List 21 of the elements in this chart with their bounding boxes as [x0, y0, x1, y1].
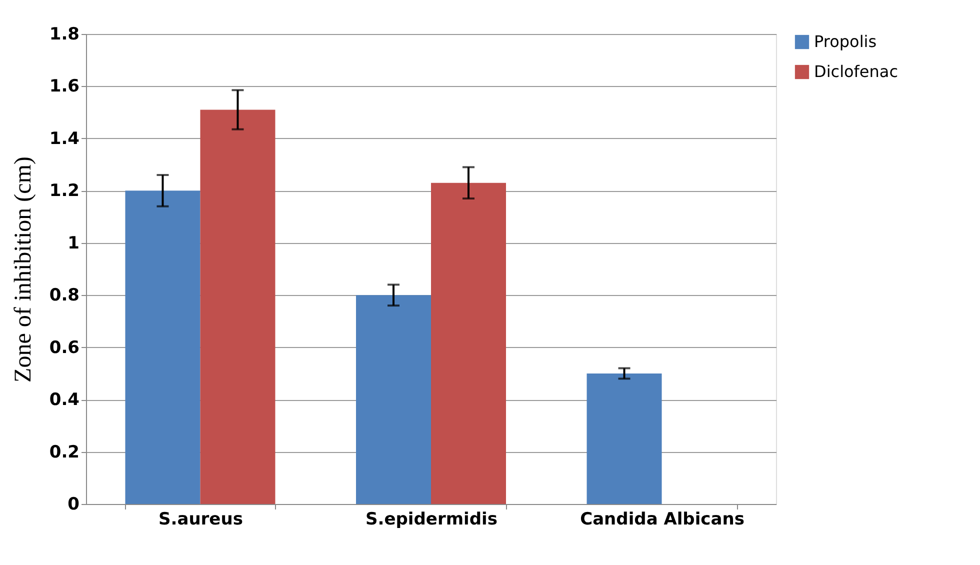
x-tick-label: S.aureus	[158, 510, 243, 530]
bar	[200, 110, 276, 504]
y-tick-label: 0.4	[49, 390, 80, 410]
x-tick-label: Candida Albicans	[580, 510, 744, 530]
legend-label: Propolis	[814, 32, 877, 51]
y-tick-label: 1	[68, 233, 80, 254]
bar	[431, 182, 506, 504]
y-axis-title: Zone of inhibition (cm)	[10, 156, 36, 382]
x-tick-label: S.epidermidis	[366, 510, 498, 530]
y-tick-label: 1.6	[49, 76, 80, 97]
bar	[356, 295, 431, 504]
bar	[125, 190, 200, 504]
y-tick-label: 0	[68, 494, 80, 514]
bar	[586, 373, 662, 504]
y-tick-label: 1.2	[49, 181, 80, 202]
y-tick-label: 0.8	[49, 286, 80, 306]
legend-label: Diclofenac	[814, 62, 898, 81]
y-tick-label: 0.6	[49, 338, 80, 358]
y-tick-label: 1.8	[49, 24, 80, 44]
y-tick-label: 1.4	[49, 128, 80, 149]
y-tick-label: 0.2	[49, 442, 80, 462]
